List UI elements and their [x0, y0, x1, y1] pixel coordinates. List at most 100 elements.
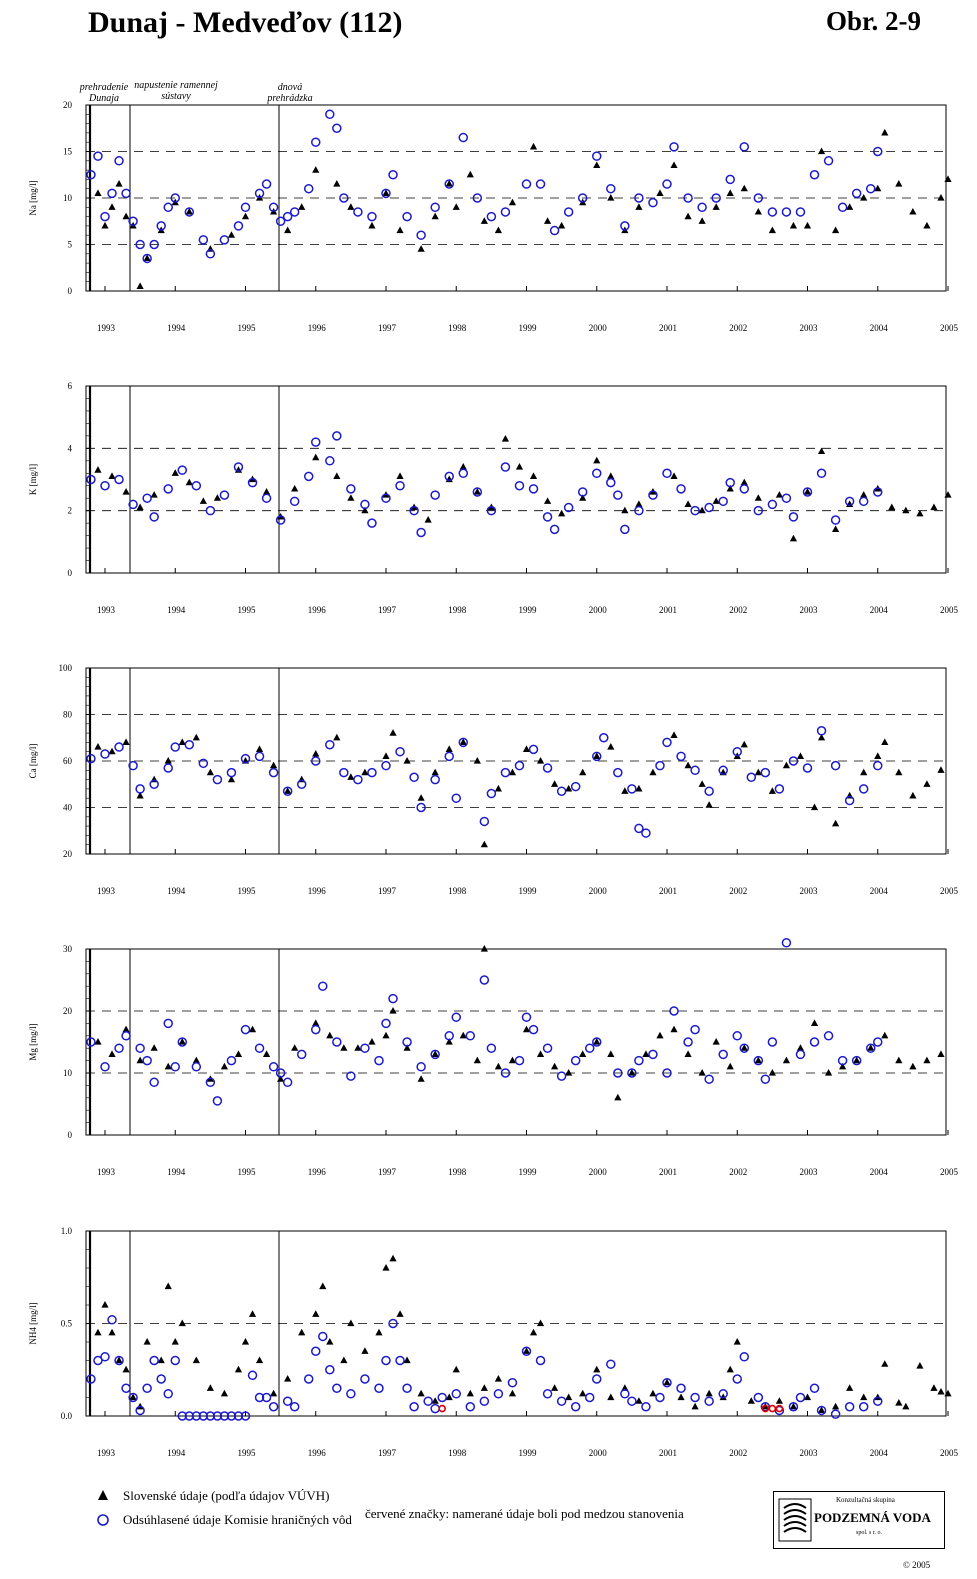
- circle-point: [254, 751, 265, 762]
- triangle-point: [832, 226, 840, 234]
- triangle-point: [726, 189, 734, 196]
- triangle-point: [150, 491, 158, 498]
- x-tick-label: 2002: [729, 886, 747, 896]
- circle-point: [346, 1071, 356, 1081]
- circle-point: [690, 1024, 700, 1035]
- circle-point: [444, 1031, 454, 1041]
- circle-point: [332, 431, 342, 441]
- x-tick-label: 1996: [308, 605, 327, 615]
- triangle-point: [635, 203, 643, 210]
- triangle-point: [262, 1050, 271, 1057]
- circle-point: [795, 1392, 806, 1403]
- triangle-point: [529, 1328, 538, 1336]
- triangle-point: [389, 1007, 397, 1014]
- triangle-point: [895, 180, 903, 187]
- triangle-point: [593, 1365, 601, 1373]
- circle-point: [683, 1037, 693, 1047]
- x-tick-label: 1993: [97, 605, 116, 615]
- triangle-point: [122, 738, 130, 745]
- logo-mark-icon: [778, 1498, 812, 1542]
- x-tick-label: 2004: [870, 323, 889, 333]
- circle-point: [662, 468, 672, 479]
- circle-point: [311, 1346, 321, 1356]
- circle-point: [444, 751, 454, 762]
- circle-point: [802, 487, 813, 497]
- circle-point: [86, 753, 96, 764]
- triangle-point: [579, 1389, 587, 1397]
- triangle-point: [607, 743, 615, 750]
- triangle-point: [466, 170, 474, 178]
- triangle-point: [782, 1056, 791, 1064]
- triangle-point: [178, 1038, 186, 1045]
- circle-point: [528, 1024, 539, 1035]
- x-tick-label: 1998: [448, 605, 467, 615]
- triangle-point: [312, 1310, 320, 1317]
- triangle-point: [810, 1019, 819, 1026]
- circle-point: [114, 156, 124, 166]
- triangle-point: [817, 733, 826, 741]
- circle-point: [613, 767, 623, 778]
- circle-point: [212, 1411, 223, 1421]
- triangle-point: [417, 245, 425, 252]
- circle-point: [226, 1411, 237, 1421]
- triangle-point: [909, 1062, 917, 1070]
- triangle-point: [874, 752, 882, 759]
- triangle-point: [796, 1044, 805, 1051]
- triangle-point: [754, 1056, 762, 1064]
- triangle-point: [347, 773, 355, 780]
- x-tick-label: 1995: [238, 1167, 257, 1177]
- circle-point: [226, 767, 237, 778]
- circle-point: [233, 221, 244, 231]
- circle-point: [718, 1049, 728, 1060]
- circle-point: [451, 1012, 461, 1022]
- triangle-point: [635, 1397, 643, 1404]
- circle-point: [142, 1055, 152, 1066]
- circle-point: [381, 1355, 391, 1366]
- x-tick-label: 1993: [97, 1167, 116, 1177]
- circle-point: [634, 505, 644, 516]
- triangle-point: [178, 1319, 186, 1327]
- x-tick-label: 2003: [800, 1167, 819, 1177]
- triangle-point: [670, 472, 678, 479]
- circle-point: [100, 749, 110, 759]
- triangle-point: [501, 434, 510, 442]
- triangle-point: [227, 775, 236, 783]
- circle-point: [219, 490, 230, 500]
- circle-point: [402, 211, 412, 222]
- circle-point: [641, 828, 651, 838]
- triangle-point: [916, 509, 924, 517]
- circle-point: [395, 746, 405, 757]
- circle-point: [170, 1355, 180, 1366]
- triangle-point: [789, 1402, 798, 1410]
- circle-point: [542, 1043, 553, 1053]
- circle-point: [325, 1365, 335, 1375]
- triangle-point: [635, 500, 643, 508]
- triangle-point: [241, 212, 250, 220]
- x-tick-label: 2002: [729, 605, 747, 615]
- circle-point: [325, 109, 335, 120]
- circle-point: [149, 239, 159, 250]
- triangle-point: [705, 1389, 713, 1397]
- circle-point: [795, 1049, 806, 1060]
- triangle-point: [782, 761, 791, 769]
- below-limit-point: [775, 1404, 784, 1413]
- triangle-point: [712, 497, 720, 504]
- x-tick-label: 2005: [940, 1448, 959, 1458]
- circle-point: [142, 493, 152, 503]
- triangle-point: [860, 491, 868, 498]
- triangle-point: [796, 752, 805, 759]
- circle-point: [121, 1383, 131, 1393]
- circle-point: [388, 993, 398, 1004]
- x-tick-label: 2003: [800, 1448, 819, 1458]
- x-tick-label: 1997: [378, 1167, 397, 1177]
- x-tick-label: 2004: [870, 605, 889, 615]
- circle-point: [486, 211, 497, 222]
- circle-point: [142, 1383, 152, 1393]
- circle-point: [289, 496, 300, 507]
- triangle-point: [192, 733, 200, 741]
- circle-point: [261, 179, 272, 189]
- circle-point: [830, 1409, 841, 1419]
- triangle-point: [157, 1356, 165, 1364]
- triangle-point: [508, 1056, 517, 1064]
- triangle-point: [846, 203, 854, 210]
